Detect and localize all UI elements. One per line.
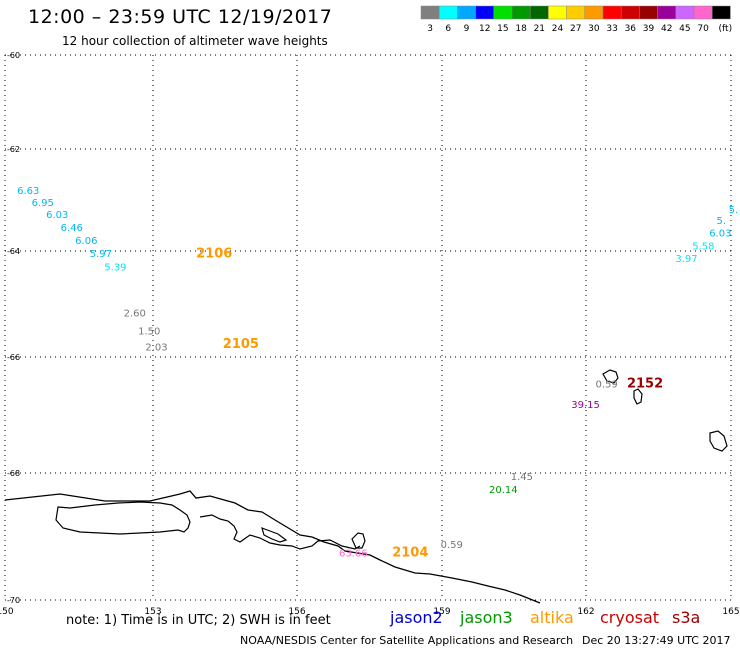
colorbar-swatch: [438, 5, 458, 20]
colorbar-swatch: [493, 5, 513, 20]
wave-height-value: 5.: [716, 216, 726, 227]
wave-height-value: 6.03: [709, 228, 731, 239]
wave-height-value: 6.46: [61, 223, 83, 234]
colorbar-label: 21: [534, 24, 545, 34]
colorbar-swatch: [475, 5, 495, 20]
colorbar-label: 3: [427, 24, 433, 34]
colorbar-label: (ft): [719, 24, 733, 34]
colorbar-swatch: [693, 5, 713, 20]
colorbar-label: 33: [606, 24, 617, 34]
wave-height-value: 6.06: [75, 236, 97, 247]
colorbar-label: 45: [679, 24, 690, 34]
legend-jason2: jason2: [390, 608, 443, 627]
x-tick-label: 165: [722, 607, 739, 617]
colorbar-swatch: [420, 5, 440, 20]
wave-height-value: 5.97: [90, 249, 112, 260]
y-tick-label: -70: [7, 596, 20, 605]
colorbar-swatch: [584, 5, 604, 20]
antarctic-coastline: [4, 490, 541, 604]
colorbar-swatch: [511, 5, 531, 20]
island-2: [602, 369, 619, 384]
colorbar-label: 24: [552, 24, 564, 34]
legend-jason3: jason3: [460, 608, 513, 627]
colorbar-swatch: [457, 5, 476, 20]
wave-height-value: 1.45: [511, 472, 533, 483]
colorbar-swatch: [566, 5, 586, 20]
legend-altika: altika: [530, 608, 574, 627]
colorbar-label: 30: [588, 24, 600, 34]
colorbar-swatch: [620, 5, 640, 20]
coastline-inlet-west: [55, 501, 191, 535]
gridlines: [4, 54, 732, 601]
pass-number-label: 2105: [223, 337, 259, 352]
page-title: 12:00 – 23:59 UTC 12/19/2017: [28, 6, 333, 28]
wave-height-value: 5.39: [104, 262, 126, 273]
x-tick-label: 153: [144, 607, 161, 617]
wave-height-value: 2.60: [124, 309, 146, 320]
wave-height-value: 0.59: [441, 540, 463, 551]
y-tick-label: -68: [7, 469, 20, 478]
wave-height-value: 5.58: [692, 242, 714, 253]
pass-number-label: 2106: [196, 247, 232, 262]
colorbar-label: 36: [625, 24, 637, 34]
colorbar-label: 27: [570, 24, 581, 34]
colorbar-swatch: [711, 5, 731, 20]
colorbar-label: 6: [445, 24, 451, 34]
legend-cryosat: cryosat: [600, 608, 660, 627]
colorbar-label: 9: [464, 24, 470, 34]
colorbar-swatch: [602, 5, 622, 20]
island-3: [633, 388, 643, 405]
wave-height-value: 3.97: [675, 254, 697, 265]
page-subtitle: 12 hour collection of altimeter wave hei…: [62, 34, 328, 48]
island-1: [351, 532, 366, 549]
wave-height-value: 0.59: [595, 379, 617, 390]
wave-height-value: 1.50: [138, 327, 160, 338]
pass-number-label: 2104: [392, 545, 428, 560]
colorbar-label: 15: [497, 24, 508, 34]
colorbar-label: 12: [479, 24, 490, 34]
x-tick-label: 156: [288, 607, 305, 617]
x-tick-label: 159: [433, 607, 450, 617]
colorbar-swatch: [639, 5, 658, 20]
axis-ticks: 150 153 156 159 162 165 -60 -62 -64 -66 -68 -70: [0, 51, 740, 617]
satellite-pass-labels: 2106 2105 2152 2104: [196, 247, 663, 561]
wave-height-value: 6.03: [46, 210, 68, 221]
wave-height-value: 63.66: [339, 548, 368, 559]
coastline-peninsula: [261, 527, 288, 543]
wave-height-colorbar: 3 6 9 12 15 18 21 24 27 30 33 36 39 42 45 70 (ft): [420, 5, 733, 34]
colorbar-swatch: [529, 5, 549, 20]
x-tick-label: 150: [0, 607, 14, 617]
colorbar-swatch: [548, 5, 567, 20]
wave-height-value: 6.95: [32, 198, 54, 209]
footer-note: note: 1) Time is in UTC; 2) SWH is in fe…: [66, 613, 331, 628]
footer-timestamp: Dec 20 13:27:49 UTC 2017: [582, 634, 731, 647]
island-4: [709, 430, 728, 452]
y-tick-label: -62: [7, 145, 20, 154]
colorbar-label: 39: [643, 24, 655, 34]
y-tick-label: -64: [7, 247, 20, 256]
wave-height-value: 5.: [729, 205, 739, 216]
y-tick-label: -60: [7, 51, 20, 60]
wave-height-value: 39.15: [571, 400, 600, 411]
legend-s3a: s3a: [672, 608, 701, 627]
colorbar-swatch: [657, 5, 677, 20]
colorbar-swatch: [675, 5, 695, 20]
pass-number-label: 2152: [627, 376, 663, 391]
footer-credit: NOAA/NESDIS Center for Satellite Applica…: [240, 634, 574, 647]
y-tick-label: -66: [7, 353, 20, 362]
wave-height-value: 2.03: [145, 342, 167, 353]
wave-height-value: 20.14: [489, 485, 518, 496]
colorbar-label: 42: [661, 24, 672, 34]
observation-labels: 6.636.956.036.466.065.975.392.601.502.03…: [17, 186, 738, 559]
x-tick-label: 162: [577, 607, 594, 617]
coastline-bay: [199, 514, 361, 550]
wave-height-value: 6.63: [17, 186, 39, 197]
colorbar-label: 70: [697, 24, 709, 34]
colorbar-label: 18: [515, 24, 527, 34]
